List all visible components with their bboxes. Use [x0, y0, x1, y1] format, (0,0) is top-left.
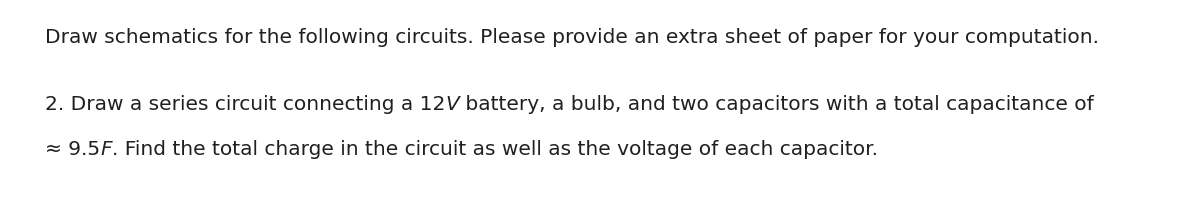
Text: 2. Draw a series circuit connecting a 12: 2. Draw a series circuit connecting a 12: [45, 95, 445, 114]
Text: Draw schematics for the following circuits. Please provide an extra sheet of pap: Draw schematics for the following circui…: [45, 28, 1099, 47]
Text: ≈ 9.5: ≈ 9.5: [45, 140, 100, 159]
Text: F: F: [100, 140, 112, 159]
Text: battery, a bulb, and two capacitors with a total capacitance of: battery, a bulb, and two capacitors with…: [459, 95, 1094, 114]
Text: V: V: [445, 95, 459, 114]
Text: . Find the total charge in the circuit as well as the voltage of each capacitor.: . Find the total charge in the circuit a…: [112, 140, 878, 159]
